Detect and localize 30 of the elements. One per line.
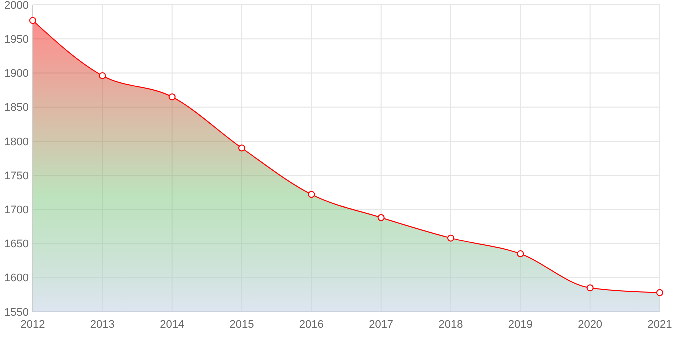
x-tick-label: 2012 — [20, 319, 46, 331]
y-tick-label: 1650 — [4, 238, 29, 251]
point — [99, 72, 106, 80]
point — [517, 250, 524, 258]
y-tick-label: 1550 — [4, 306, 29, 319]
point — [378, 214, 385, 222]
x-tick-label: 2015 — [230, 319, 254, 331]
point — [238, 144, 246, 152]
point — [308, 191, 316, 198]
y-tick-label: 2000 — [4, 0, 29, 12]
y-tick-label: 1950 — [4, 34, 29, 46]
x-tick-label: 2018 — [438, 319, 464, 331]
x-tick-label: 2014 — [160, 319, 185, 331]
y-tick-label: 1900 — [4, 68, 29, 80]
x-tick-label: 2013 — [90, 319, 115, 331]
x-tick-label: 2020 — [578, 319, 603, 331]
x-tick-label: 2021 — [648, 319, 672, 331]
point — [168, 94, 176, 101]
x-tick-label: 2019 — [508, 319, 533, 331]
point — [30, 17, 36, 24]
y-tick-label: 1600 — [4, 272, 29, 285]
x-tick-label: 2016 — [299, 319, 324, 331]
y-tick-label: 1800 — [4, 136, 29, 148]
y-tick-label: 1750 — [4, 170, 29, 182]
point — [656, 289, 664, 296]
point — [586, 284, 594, 292]
y-tick-label: 1700 — [4, 204, 29, 217]
y-tick-label: 1850 — [4, 102, 29, 114]
point — [448, 234, 454, 242]
x-tick-label: 2017 — [369, 319, 394, 331]
